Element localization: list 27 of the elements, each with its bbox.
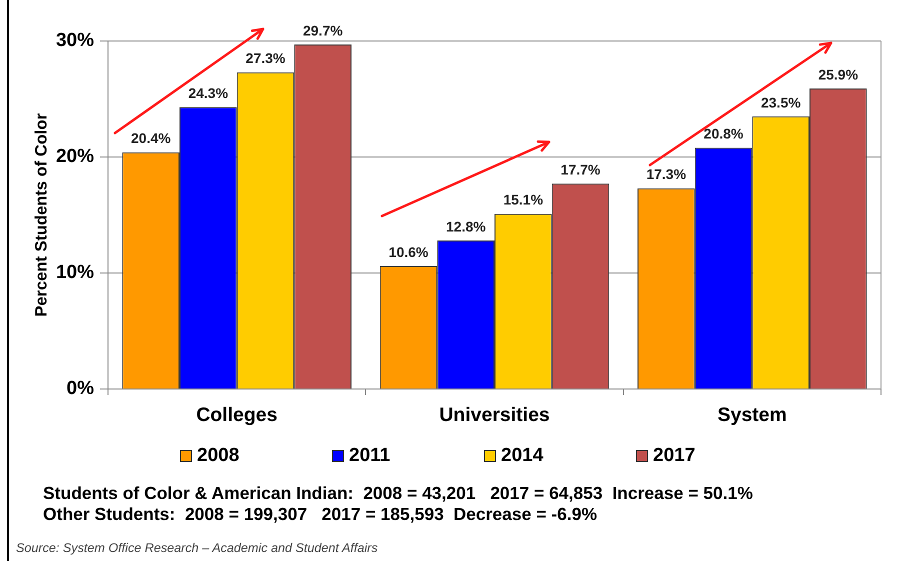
legend-label: 2011 [349,445,390,467]
y-tick-label: 20% [56,146,94,168]
text: Students of Color & American Indian: 2008 = 43,201 2017 = 64,853 Increase = 50.1% [43,482,753,502]
data-label: 17.7% [560,162,601,178]
y-axis-title: Percent Students of Color [32,112,50,317]
data-label: 27.3% [246,50,286,66]
legend-label: 2008 [197,445,240,467]
source-note: Source: System Office Research – Academic and Student Affairs [16,540,378,556]
data-label: 29.7% [302,22,344,38]
legend-label: 2014 [501,445,544,467]
y-tick-label: 30% [56,30,94,52]
data-label: 12.8% [446,218,486,234]
data-label: 10.6% [388,244,429,260]
data-label: 24.3% [188,84,229,101]
legend-label: 2017 [653,445,696,467]
x-tick-label: Colleges [196,404,278,426]
data-label: 25.9% [818,66,859,82]
y-tick-label: 10% [56,262,94,284]
x-tick-label: System [717,404,787,426]
data-label: 15.1% [503,192,544,208]
data-label: 17.3% [646,166,687,182]
y-tick-label: 0% [66,378,94,400]
data-label: 20.8% [704,126,744,142]
data-label: 20.4% [130,130,172,146]
text: Other Students: 2008 = 199,307 2017 = 185,593 Decrease = -6.9% [43,504,598,524]
data-label: 23.5% [760,94,802,110]
x-tick-label: Universities [439,404,550,426]
